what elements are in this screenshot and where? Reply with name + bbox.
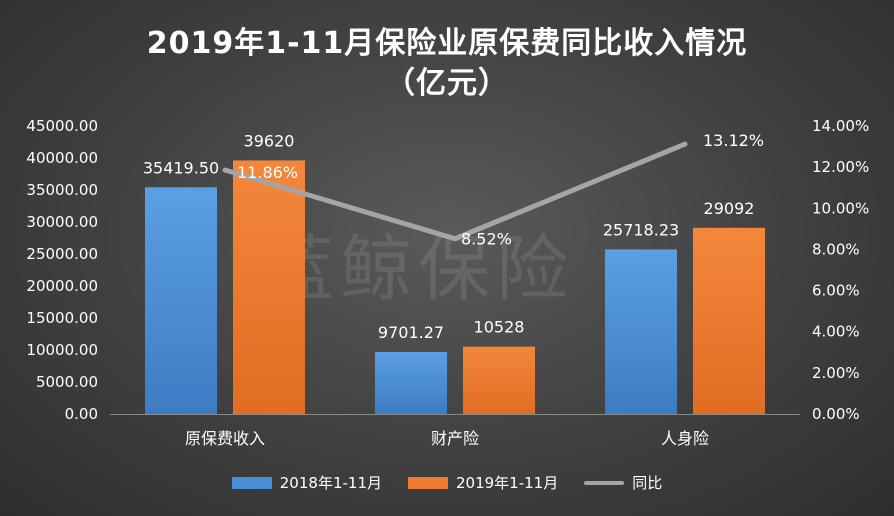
y-tick-label-8: 40000.00: [26, 149, 98, 167]
legend: 2018年1-11月 2019年1-11月 同比: [0, 472, 894, 493]
y-tick-label-1: 5000.00: [36, 373, 98, 391]
y-tick-label-4: 20000.00: [26, 277, 98, 295]
y-tick-label-9: 45000.00: [26, 117, 98, 135]
yoy-line: [222, 141, 688, 242]
y-tick-label-0: 0.00: [65, 405, 98, 423]
legend-label-2018: 2018年1-11月: [279, 474, 382, 492]
y2-tick-label-3: 6.00%: [812, 282, 860, 300]
chart-title-line2: （亿元）: [385, 66, 509, 101]
chart-title-line1: 2019年1-11月保险业原保费同比收入情况: [146, 26, 748, 61]
y2-tick-label-5: 10.00%: [812, 199, 869, 217]
y-tick-label-3: 15000.00: [26, 309, 98, 327]
bar-value-label-0-2: 25718.23: [603, 220, 679, 239]
y-tick-label-2: 10000.00: [26, 341, 98, 359]
x-tick-label-2: 人身险: [661, 429, 709, 448]
y2-tick-label-1: 2.00%: [812, 364, 860, 382]
yoy-value-label-1: 8.52%: [461, 230, 512, 249]
bar-0-2: [605, 249, 677, 414]
y-tick-label-6: 30000.00: [26, 213, 98, 231]
legend-item-2019: 2019年1-11月: [407, 472, 559, 493]
bar-1-0: [233, 160, 305, 414]
y-tick-label-7: 35000.00: [26, 181, 98, 199]
legend-swatch-yoy: [584, 480, 625, 485]
legend-label-2019: 2019年1-11月: [455, 474, 559, 492]
x-tick-label-0: 原保费收入: [185, 429, 265, 448]
bar-value-label-1-1: 10528: [474, 318, 525, 337]
bar-value-label-0-0: 35419.50: [143, 158, 219, 177]
yoy-value-label-2: 13.12%: [703, 131, 764, 150]
y2-tick-label-2: 4.00%: [812, 323, 860, 341]
x-tick-label-1: 财产险: [431, 429, 479, 448]
bar-value-label-1-0: 39620: [244, 131, 295, 150]
bar-0-0: [145, 187, 217, 414]
legend-swatch-2018: [231, 476, 272, 489]
legend-swatch-2019: [407, 476, 448, 489]
yoy-value-label-0: 11.86%: [237, 163, 298, 182]
y-tick-label-5: 25000.00: [26, 245, 98, 263]
y2-tick-label-4: 8.00%: [812, 240, 860, 258]
bar-1-2: [693, 227, 765, 414]
y2-tick-label-6: 12.00%: [812, 158, 869, 176]
watermark: 蓝鲸保险: [262, 227, 575, 311]
legend-item-yoy: 同比: [584, 472, 662, 493]
bar-0-1: [375, 351, 447, 414]
bar-value-label-1-2: 29092: [704, 199, 755, 218]
legend-label-yoy: 同比: [632, 474, 663, 492]
bar-1-1: [463, 346, 535, 414]
y2-tick-label-7: 14.00%: [812, 117, 869, 135]
legend-item-2018: 2018年1-11月: [231, 472, 382, 493]
y2-tick-label-0: 0.00%: [812, 405, 860, 423]
bar-value-label-0-1: 9701.27: [378, 323, 444, 342]
